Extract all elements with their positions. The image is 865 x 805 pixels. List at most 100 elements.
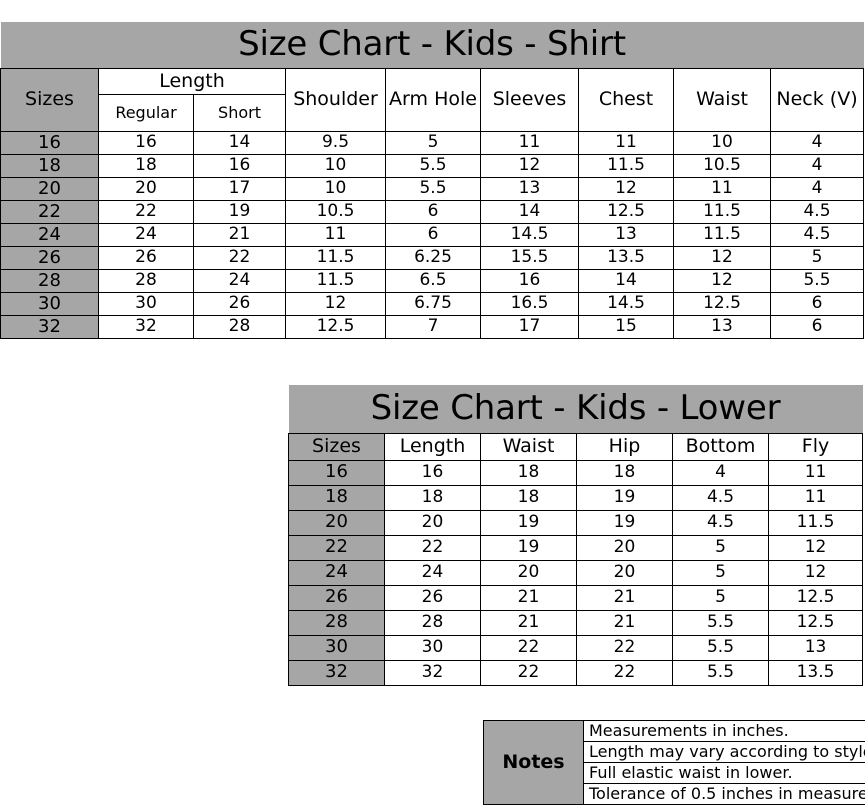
note-item: Length may vary according to style. [584,742,865,763]
shirt-cell-length-short: 28 [194,316,286,339]
shirt-cell-arm-hole: 6 [386,201,481,224]
shirt-cell-sleeves: 11 [481,132,579,155]
lower-cell-bottom: 5 [673,535,769,560]
lower-cell-fly: 11 [769,485,863,510]
lower-cell-fly: 12.5 [769,585,863,610]
shirt-cell-length-short: 26 [194,293,286,316]
lower-header-bottom: Bottom [673,433,769,460]
shirt-cell-arm-hole: 7 [386,316,481,339]
shirt-cell-arm-hole: 6.25 [386,247,481,270]
shirt-cell-chest: 13 [579,224,674,247]
lower-cell-length: 22 [385,535,481,560]
notes-label: Notes [484,721,584,805]
shirt-cell-shoulder: 9.5 [286,132,386,155]
lower-cell-fly: 12.5 [769,610,863,635]
shirt-cell-arm-hole: 6 [386,224,481,247]
shirt-cell-length-regular: 26 [99,247,194,270]
lower-cell-waist: 20 [481,560,577,585]
shirt-cell-sleeves: 16 [481,270,579,293]
shirt-header-sizes: Sizes [1,69,99,132]
table-row: 28 28 21 21 5.5 12.5 [289,610,863,635]
lower-cell-hip: 22 [577,660,673,685]
lower-header-length: Length [385,433,481,460]
shirt-cell-chest: 15 [579,316,674,339]
lower-cell-fly: 11.5 [769,510,863,535]
table-row: 20 20 17 10 5.5 13 12 11 4 [1,178,864,201]
shirt-cell-length-short: 14 [194,132,286,155]
shirt-cell-length-short: 21 [194,224,286,247]
shirt-row-size: 24 [1,224,99,247]
table-row: 26 26 22 11.5 6.25 15.5 13.5 12 5 [1,247,864,270]
shirt-cell-sleeves: 15.5 [481,247,579,270]
shirt-cell-chest: 12 [579,178,674,201]
lower-cell-length: 26 [385,585,481,610]
shirt-header-waist: Waist [674,69,771,132]
shirt-cell-waist: 12 [674,247,771,270]
shirt-cell-shoulder: 11.5 [286,270,386,293]
lower-row-size: 22 [289,535,385,560]
shirt-row-size: 28 [1,270,99,293]
shirt-cell-shoulder: 11 [286,224,386,247]
shirt-row-size: 30 [1,293,99,316]
lower-row-size: 26 [289,585,385,610]
shirt-cell-waist: 10.5 [674,155,771,178]
lower-row-size: 28 [289,610,385,635]
shirt-row-size: 18 [1,155,99,178]
shirt-row-size: 16 [1,132,99,155]
note-item: Full elastic waist in lower. [584,763,865,784]
lower-cell-waist: 18 [481,485,577,510]
shirt-cell-length-short: 24 [194,270,286,293]
table-row: 32 32 28 12.5 7 17 15 13 6 [1,316,864,339]
lower-cell-fly: 12 [769,535,863,560]
shirt-cell-waist: 13 [674,316,771,339]
lower-cell-length: 30 [385,635,481,660]
shirt-cell-neck-v: 4 [771,155,864,178]
lower-row-size: 24 [289,560,385,585]
shirt-cell-chest: 11.5 [579,155,674,178]
shirt-cell-length-regular: 24 [99,224,194,247]
shirt-cell-length-regular: 16 [99,132,194,155]
lower-header-waist: Waist [481,433,577,460]
lower-cell-length: 32 [385,660,481,685]
lower-header-hip: Hip [577,433,673,460]
shirt-row-size: 22 [1,201,99,224]
shirt-cell-shoulder: 12.5 [286,316,386,339]
lower-chart-title: Size Chart - Kids - Lower [289,385,863,433]
shirt-cell-neck-v: 4 [771,132,864,155]
lower-cell-fly: 12 [769,560,863,585]
table-row: 24 24 20 20 5 12 [289,560,863,585]
shirt-cell-sleeves: 17 [481,316,579,339]
shirt-row-size: 26 [1,247,99,270]
shirt-row-size: 20 [1,178,99,201]
shirt-header-shoulder: Shoulder [286,69,386,132]
shirt-cell-arm-hole: 5.5 [386,155,481,178]
shirt-cell-shoulder: 10 [286,178,386,201]
lower-cell-hip: 18 [577,460,673,485]
shirt-cell-neck-v: 6 [771,316,864,339]
lower-cell-length: 24 [385,560,481,585]
lower-cell-hip: 20 [577,560,673,585]
note-item: Measurements in inches. [584,721,865,742]
shirt-header-chest: Chest [579,69,674,132]
shirt-cell-chest: 12.5 [579,201,674,224]
lower-cell-hip: 19 [577,510,673,535]
lower-cell-length: 20 [385,510,481,535]
table-row: 16 16 18 18 4 11 [289,460,863,485]
lower-cell-bottom: 5.5 [673,635,769,660]
shirt-cell-chest: 14.5 [579,293,674,316]
shirt-cell-shoulder: 10 [286,155,386,178]
shirt-cell-neck-v: 4.5 [771,201,864,224]
shirt-cell-sleeves: 12 [481,155,579,178]
lower-cell-hip: 19 [577,485,673,510]
shirt-cell-waist: 11.5 [674,224,771,247]
lower-cell-fly: 13 [769,635,863,660]
shirt-size-chart: Size Chart - Kids - Shirt Sizes Length S… [0,22,864,339]
shirt-cell-length-short: 19 [194,201,286,224]
table-row: 26 26 21 21 5 12.5 [289,585,863,610]
shirt-cell-sleeves: 14.5 [481,224,579,247]
lower-row-size: 18 [289,485,385,510]
shirt-cell-neck-v: 4 [771,178,864,201]
shirt-cell-neck-v: 5 [771,247,864,270]
lower-cell-fly: 13.5 [769,660,863,685]
shirt-cell-sleeves: 13 [481,178,579,201]
